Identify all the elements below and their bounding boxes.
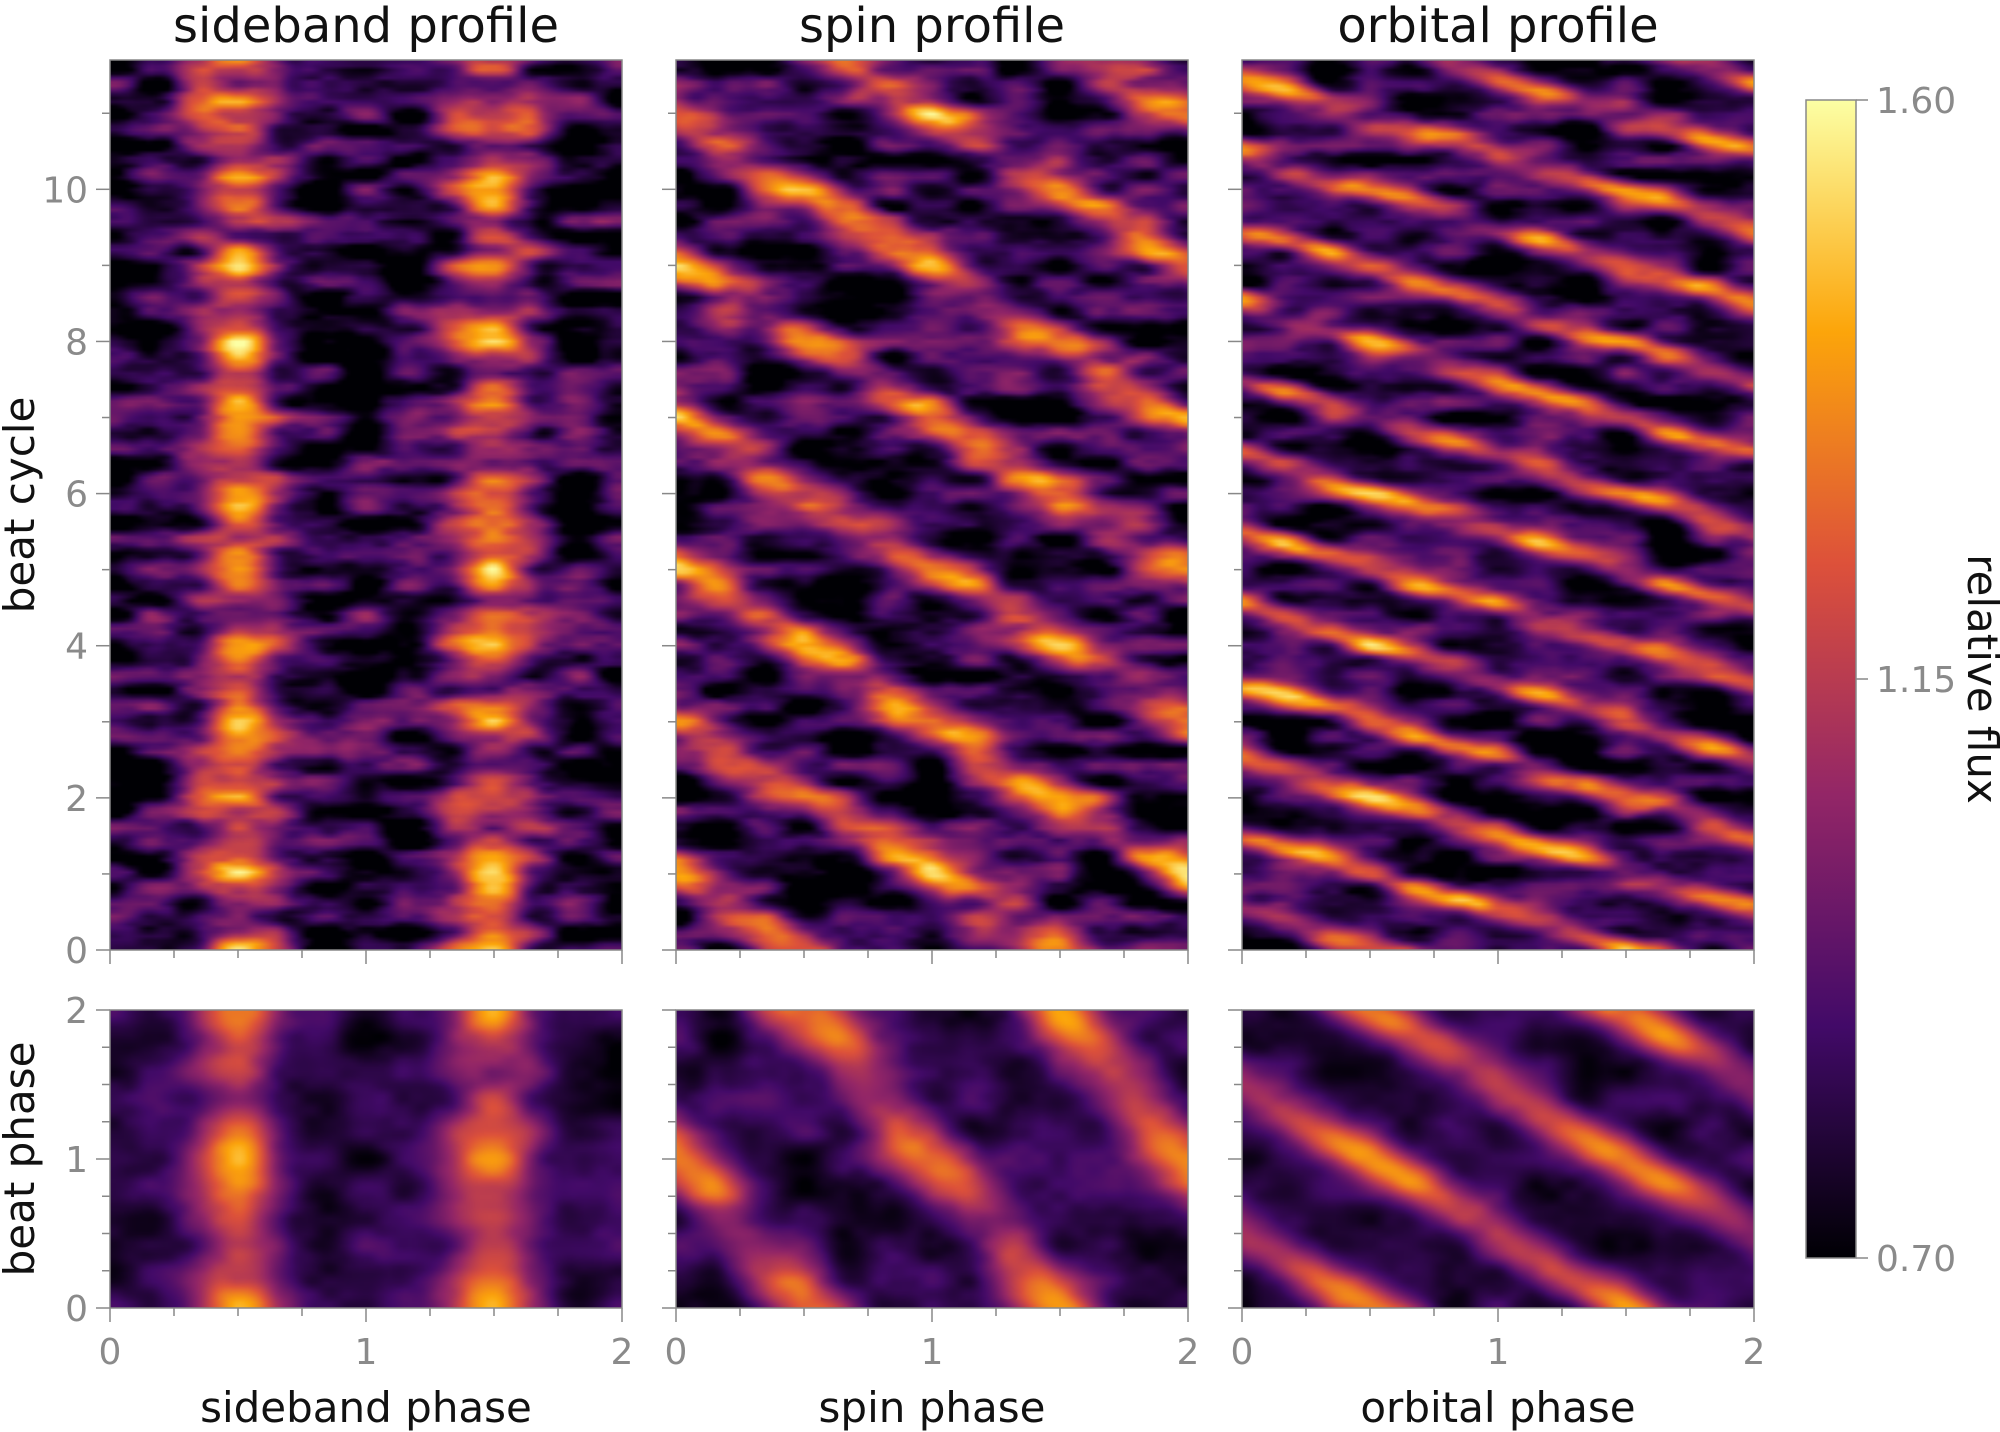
y-tick-label: 4 [65,627,88,668]
x-axis-label: orbital phase [1360,1383,1635,1432]
y-tick-label: 0 [65,1289,88,1330]
panel-5: 0 1 2 [662,1009,1200,1373]
y-tick-label: 0 [65,931,88,972]
x-tick-label: 2 [611,1332,634,1373]
colorbar-tick-label: 1.60 [1876,81,1956,122]
colorbar-tick-label: 0.70 [1876,1239,1956,1280]
x-tick-label: 1 [1487,1332,1510,1373]
colorbar-gradient [1806,100,1856,1258]
y-tick-label: 10 [42,170,88,211]
panel-6: 0 1 2 [1228,1009,1766,1373]
x-tick-label: 2 [1743,1332,1766,1373]
y-tick-label: 2 [65,779,88,820]
x-tick-label: 1 [355,1332,378,1373]
x-tick-label: 0 [99,1332,122,1373]
y-axis-label: beat cycle [0,397,44,614]
panel-4: 0 1 2 0 1 2 [65,991,633,1373]
x-tick-label: 2 [1177,1332,1200,1373]
colorbar-label: relative flux [1958,554,2000,804]
x-tick-label: 1 [921,1332,944,1373]
x-axis-label: sideband phase [200,1383,532,1432]
heatmap-image [1242,1010,1754,1308]
y-tick-label: 8 [65,322,88,363]
y-tick-label: 6 [65,475,88,516]
colorbar: 0.70 1.15 1.60 relative flux [1805,81,2000,1280]
x-tick-label: 0 [665,1332,688,1373]
colorbar-tick-label: 1.15 [1876,660,1956,701]
heatmap-image [110,1010,622,1308]
panel-3 [1228,59,1755,964]
heatmap-image [676,1010,1188,1308]
panel-1: 0 2 4 6 8 10 [42,59,623,972]
y-axis-label: beat phase [0,1042,44,1277]
panel-title: sideband profile [173,0,559,54]
y-tick-label: 2 [65,991,88,1032]
heatmap-image [110,60,622,950]
x-axis-label: spin phase [819,1383,1046,1432]
panel-title: spin profile [799,0,1065,54]
y-tick-label: 1 [65,1140,88,1181]
panel-2 [662,59,1189,964]
heatmap-image [676,60,1188,950]
heatmap-image [1242,60,1754,950]
x-tick-label: 0 [1231,1332,1254,1373]
panel-title: orbital profile [1337,0,1658,54]
